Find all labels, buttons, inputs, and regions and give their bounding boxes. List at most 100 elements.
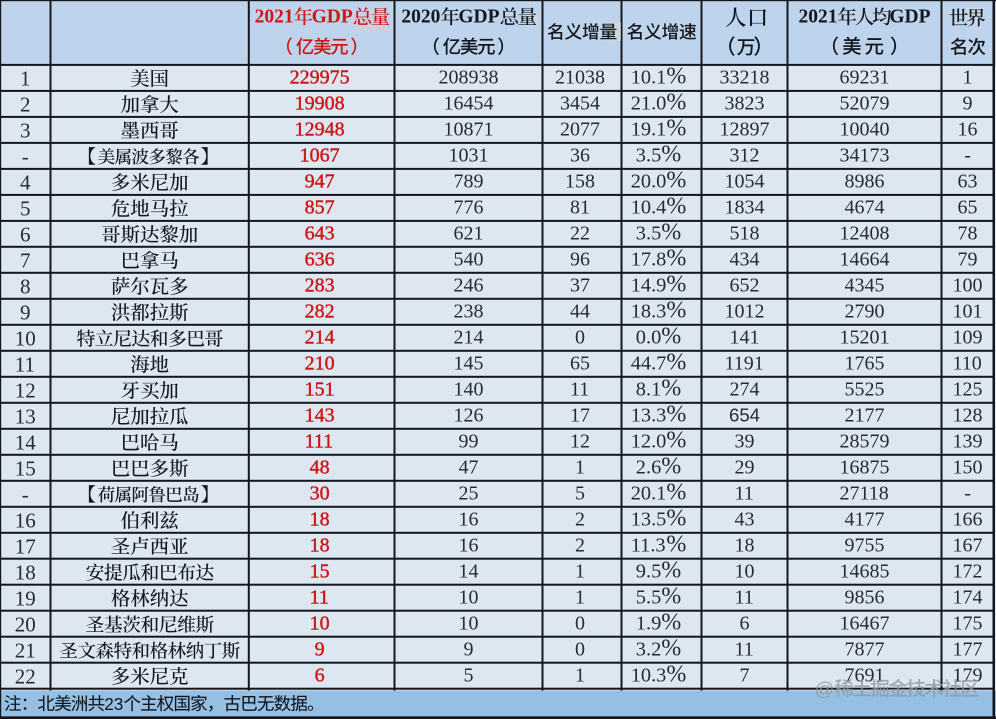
- svg-text:63: 63: [958, 171, 978, 193]
- svg-text:2.6: 2.6: [636, 457, 662, 479]
- svg-text:2: 2: [20, 93, 31, 117]
- svg-text:9: 9: [963, 93, 973, 115]
- svg-text:13.5: 13.5: [631, 509, 667, 531]
- svg-text:2021: 2021: [799, 7, 838, 28]
- svg-text:%: %: [666, 64, 686, 90]
- svg-text:9: 9: [464, 638, 474, 660]
- svg-text:79: 79: [958, 249, 978, 271]
- svg-text:5525: 5525: [845, 379, 885, 401]
- svg-text:20.1: 20.1: [631, 483, 667, 505]
- svg-text:20.0: 20.0: [631, 171, 667, 193]
- svg-text:14685: 14685: [840, 560, 890, 582]
- svg-text:434: 434: [730, 249, 760, 271]
- svg-text:16: 16: [459, 509, 479, 531]
- svg-text:1: 1: [963, 67, 973, 89]
- svg-text:947: 947: [305, 171, 335, 193]
- svg-text:274: 274: [730, 379, 760, 401]
- svg-text:18: 18: [310, 534, 330, 556]
- svg-text:5: 5: [575, 483, 585, 505]
- svg-text:12.0: 12.0: [631, 431, 667, 453]
- svg-text:14: 14: [15, 431, 37, 455]
- svg-text:GDP: GDP: [312, 7, 353, 28]
- svg-text:%: %: [661, 142, 681, 168]
- svg-text:9: 9: [20, 301, 31, 325]
- svg-text:%: %: [666, 246, 686, 272]
- svg-text:2: 2: [575, 509, 585, 531]
- svg-text:210: 210: [305, 353, 335, 375]
- svg-text:643: 643: [305, 223, 335, 245]
- svg-text:27118: 27118: [840, 483, 889, 505]
- svg-text:18: 18: [310, 509, 330, 531]
- svg-text:151: 151: [305, 379, 335, 401]
- svg-text:14: 14: [459, 560, 479, 582]
- svg-text:10.1: 10.1: [631, 67, 667, 89]
- svg-text:110: 110: [953, 353, 982, 375]
- svg-text:%: %: [666, 506, 686, 532]
- svg-text:12408: 12408: [840, 223, 890, 245]
- svg-text:44: 44: [570, 301, 590, 323]
- svg-text:10: 10: [15, 327, 36, 351]
- svg-text:21: 21: [15, 638, 36, 662]
- svg-text:16467: 16467: [840, 612, 890, 634]
- svg-text:10: 10: [459, 586, 479, 608]
- svg-text:8: 8: [20, 275, 31, 299]
- svg-text:13.3: 13.3: [631, 405, 667, 427]
- svg-text:%: %: [666, 90, 686, 116]
- svg-text:17: 17: [15, 534, 36, 558]
- svg-text:2077: 2077: [560, 119, 600, 141]
- svg-text:%: %: [666, 168, 686, 194]
- svg-text:13: 13: [15, 405, 36, 429]
- svg-text:214: 214: [454, 327, 484, 349]
- svg-text:636: 636: [305, 249, 335, 271]
- svg-text:12: 12: [570, 431, 590, 453]
- svg-text:69231: 69231: [840, 67, 890, 89]
- svg-text:33218: 33218: [720, 67, 770, 89]
- svg-text:1765: 1765: [845, 353, 885, 375]
- svg-text:5: 5: [20, 197, 31, 221]
- svg-text:9856: 9856: [845, 586, 885, 608]
- svg-text:9.5: 9.5: [636, 560, 662, 582]
- svg-text:81: 81: [570, 197, 590, 219]
- svg-text:312: 312: [730, 145, 760, 167]
- svg-text:@: @: [815, 679, 835, 701]
- svg-text:0: 0: [575, 638, 585, 660]
- svg-text:7877: 7877: [845, 638, 885, 660]
- svg-text:%: %: [666, 272, 686, 298]
- svg-text:%: %: [661, 557, 681, 583]
- svg-text:140: 140: [454, 379, 484, 401]
- svg-text:39: 39: [735, 431, 755, 453]
- svg-text:145: 145: [454, 353, 484, 375]
- svg-text:-: -: [22, 483, 29, 507]
- svg-text:2020: 2020: [401, 7, 440, 28]
- svg-text:10040: 10040: [840, 119, 890, 141]
- svg-text:14.9: 14.9: [631, 275, 667, 297]
- svg-text:28579: 28579: [840, 431, 890, 453]
- svg-text:9755: 9755: [845, 534, 885, 556]
- svg-text:16454: 16454: [444, 93, 494, 115]
- svg-text:518: 518: [730, 223, 760, 245]
- svg-text:%: %: [666, 298, 686, 324]
- svg-text:%: %: [666, 480, 686, 506]
- svg-text:0: 0: [575, 612, 585, 634]
- svg-text:7: 7: [20, 249, 31, 273]
- svg-text:100: 100: [953, 275, 983, 297]
- svg-text:246: 246: [454, 275, 484, 297]
- svg-text:3454: 3454: [560, 93, 600, 115]
- svg-text:16875: 16875: [840, 457, 890, 479]
- svg-text:4674: 4674: [845, 197, 885, 219]
- svg-text:21.0: 21.0: [631, 93, 667, 115]
- svg-text:208938: 208938: [439, 67, 499, 89]
- svg-text:%: %: [661, 324, 681, 350]
- svg-text:%: %: [666, 116, 686, 142]
- svg-text:18: 18: [15, 560, 36, 584]
- svg-text:540: 540: [454, 249, 484, 271]
- svg-text:1834: 1834: [725, 197, 765, 219]
- svg-text:%: %: [666, 661, 686, 687]
- svg-text:-: -: [964, 483, 971, 505]
- svg-text:4: 4: [20, 171, 31, 195]
- svg-text:%: %: [661, 609, 681, 635]
- svg-text:1191: 1191: [725, 353, 764, 375]
- svg-text:12948: 12948: [295, 119, 345, 141]
- svg-text:25: 25: [459, 483, 479, 505]
- svg-text:0.0: 0.0: [636, 327, 662, 349]
